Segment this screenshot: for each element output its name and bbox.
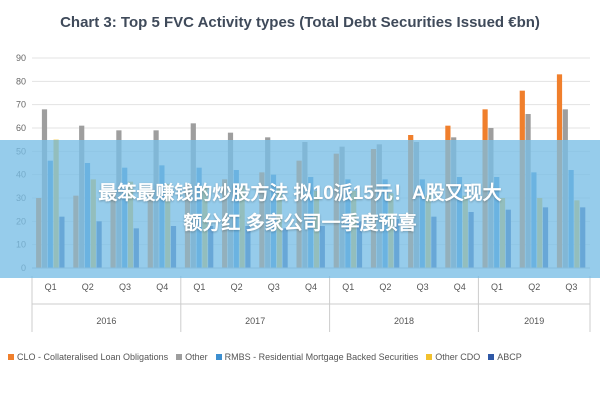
y-tick-label: 90 [16, 53, 26, 63]
legend-item: RMBS - Residential Mortgage Backed Secur… [215, 352, 419, 362]
x-tick-label: Q2 [82, 282, 94, 292]
legend-swatch [215, 354, 222, 360]
legend-item: ABCP [488, 352, 522, 362]
year-label: 2017 [245, 316, 265, 326]
legend-label: RMBS - Residential Mortgage Backed Secur… [224, 352, 419, 362]
banner-line-1: 最笨最赚钱的炒股方法 拟10派15元！A股又现大 [98, 183, 502, 204]
banner-headline[interactable]: 最笨最赚钱的炒股方法 拟10派15元！A股又现大 额分红 多家公司一季度预喜 [20, 179, 580, 239]
legend-label: CLO - Collateralised Loan Obligations [17, 352, 169, 362]
legend-swatch [176, 354, 183, 360]
year-label: 2018 [394, 316, 414, 326]
legend-item: Other CDO [426, 352, 480, 362]
y-tick-label: 70 [16, 100, 26, 110]
legend-item: CLO - Collateralised Loan Obligations [8, 352, 168, 362]
x-tick-label: Q2 [528, 282, 540, 292]
legend-label: Other CDO [435, 352, 481, 362]
y-tick-label: 60 [16, 123, 26, 133]
x-tick-label: Q4 [305, 282, 317, 292]
legend-item: Other [176, 352, 208, 362]
legend-label: ABCP [497, 352, 522, 362]
y-tick-label: 80 [16, 76, 26, 86]
chart-legend: CLO - Collateralised Loan Obligations Oth… [8, 352, 600, 362]
x-tick-label: Q3 [565, 282, 577, 292]
x-tick-label: Q1 [342, 282, 354, 292]
legend-label: Other [185, 352, 208, 362]
x-tick-label: Q1 [45, 282, 57, 292]
legend-swatch [488, 354, 495, 360]
x-tick-label: Q1 [491, 282, 503, 292]
x-tick-label: Q3 [119, 282, 131, 292]
legend-swatch [426, 354, 433, 360]
x-tick-label: Q4 [454, 282, 466, 292]
x-tick-label: Q3 [417, 282, 429, 292]
year-label: 2016 [96, 316, 116, 326]
x-tick-label: Q2 [231, 282, 243, 292]
banner-line-2: 额分红 多家公司一季度预喜 [183, 213, 417, 234]
x-tick-label: Q4 [156, 282, 168, 292]
x-tick-label: Q1 [193, 282, 205, 292]
legend-swatch [8, 354, 14, 360]
overlay-banner[interactable]: 最笨最赚钱的炒股方法 拟10派15元！A股又现大 额分红 多家公司一季度预喜 [0, 140, 600, 278]
chart-title: Chart 3: Top 5 FVC Activity types (Total… [60, 14, 540, 31]
x-tick-label: Q3 [268, 282, 280, 292]
x-tick-label: Q2 [379, 282, 391, 292]
year-label: 2019 [524, 316, 544, 326]
